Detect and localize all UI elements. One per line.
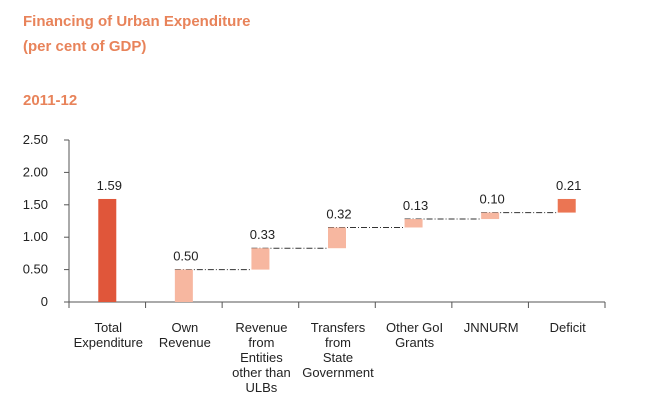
bar (481, 212, 500, 220)
chart-title-line2: (per cent of GDP) (23, 38, 147, 55)
x-category-label: Revenue (159, 335, 211, 350)
x-category-label: Revenue (235, 320, 287, 335)
data-label: 1.59 (97, 178, 122, 193)
data-label: 0.32 (326, 206, 351, 221)
y-tick-label: 1.50 (23, 197, 48, 212)
data-label: 0.21 (556, 178, 581, 193)
y-tick-label: 1.00 (23, 229, 48, 244)
y-tick-label: 0.50 (23, 262, 48, 277)
bar (174, 269, 193, 302)
bar (98, 198, 117, 302)
x-category-label: ULBs (246, 380, 278, 395)
x-category-label: Expenditure (74, 335, 143, 350)
chart-title-line1: Financing of Urban Expenditure (23, 13, 251, 30)
bar (557, 198, 576, 213)
x-category-label: Own (171, 320, 198, 335)
x-category-label: Transfers (311, 320, 366, 335)
y-tick-label: 0 (41, 294, 48, 309)
y-tick-label: 2.00 (23, 164, 48, 179)
x-category-label: other than (232, 365, 291, 380)
bar (404, 219, 423, 228)
y-tick-label: 2.50 (23, 132, 48, 147)
x-category-label: from (248, 335, 274, 350)
chart-period: 2011-12 (23, 92, 78, 109)
x-category-label: Government (302, 365, 374, 380)
x-category-label: State (323, 350, 353, 365)
x-category-label: JNNURM (464, 320, 519, 335)
x-category-label: Grants (395, 335, 435, 350)
bar (251, 248, 270, 270)
data-label: 0.10 (479, 192, 504, 207)
x-category-label: Deficit (550, 320, 587, 335)
bar (328, 227, 346, 249)
data-label: 0.33 (250, 227, 275, 242)
x-category-label: Total (95, 320, 123, 335)
data-label: 0.50 (173, 249, 198, 264)
data-label: 0.13 (403, 198, 428, 213)
chart-title: Financing of Urban Expenditure (per cent… (23, 9, 251, 59)
x-category-label: Other GoI (386, 320, 443, 335)
x-category-label: from (325, 335, 351, 350)
x-category-label: Entities (240, 350, 283, 365)
